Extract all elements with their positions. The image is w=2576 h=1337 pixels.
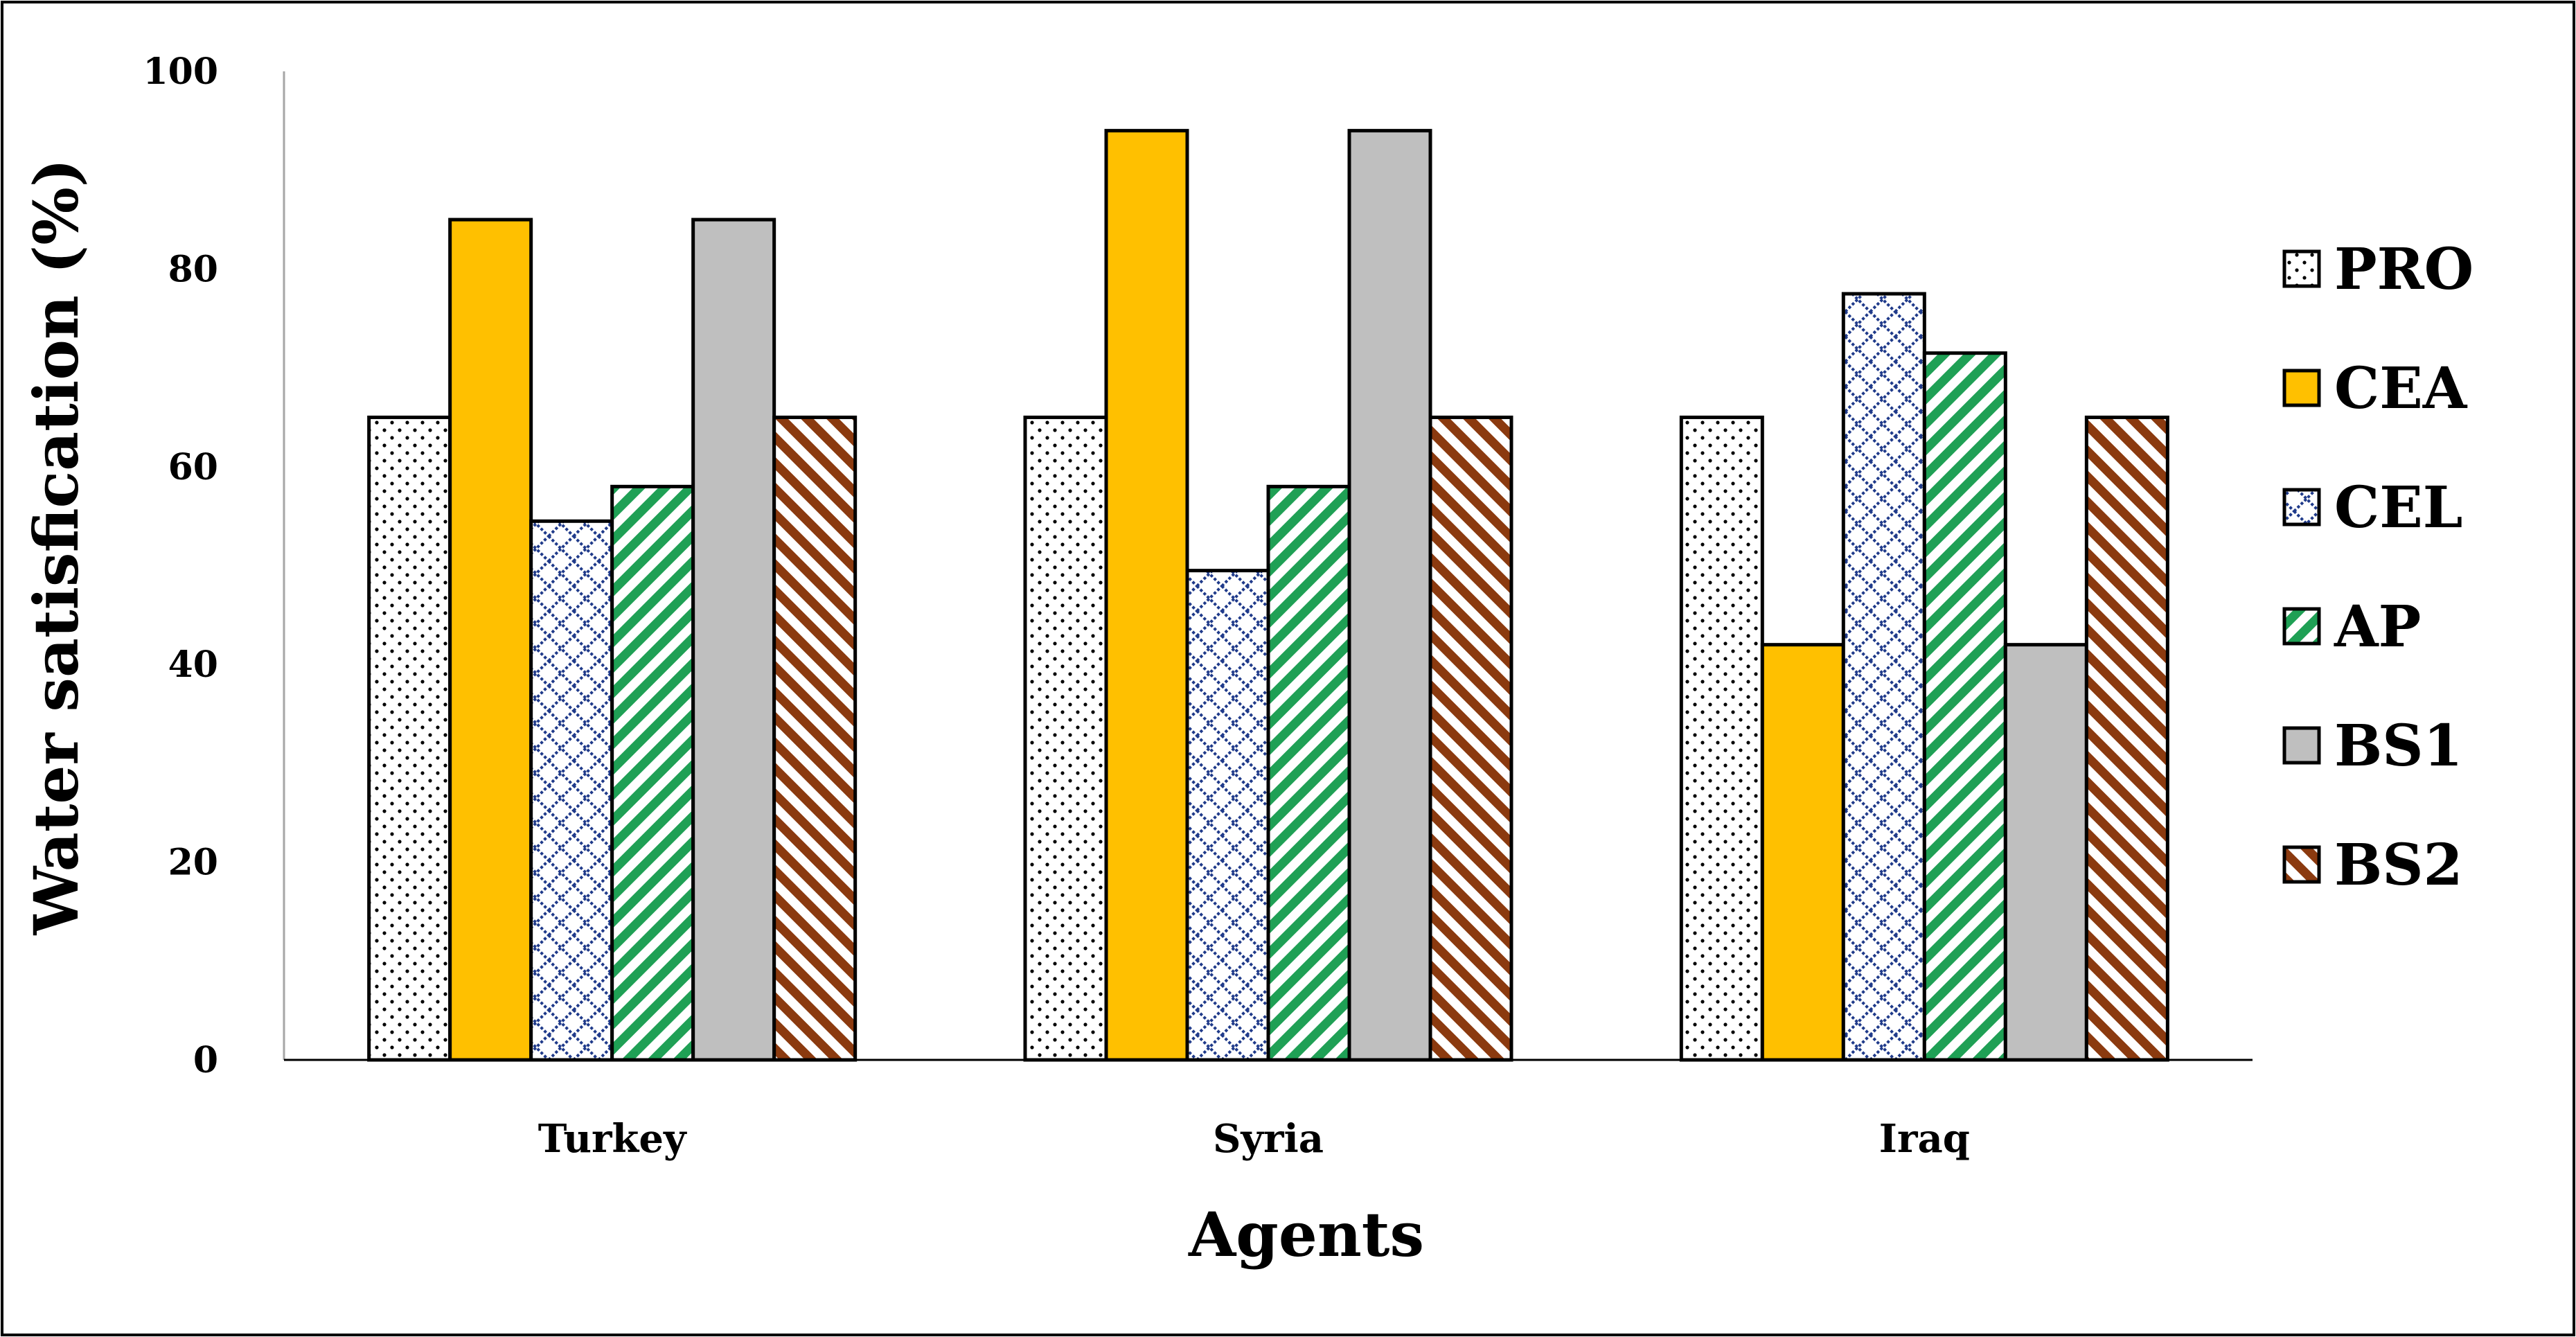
legend-swatch-pro [2282,249,2321,288]
legend-swatch-ap [2282,607,2321,646]
legend-label-ap: AP [2334,594,2421,660]
bar-cel-syria [1185,569,1270,1062]
bar-bs1-syria [1347,129,1432,1062]
x-tick-label: Syria [1213,1116,1324,1162]
bar-cea-syria [1104,129,1189,1062]
bar-pro-turkey [367,415,452,1062]
y-tick-label: 20 [168,842,218,884]
legend-swatch-bs1 [2282,726,2321,765]
y-tick-label: 80 [168,248,218,290]
bar-cel-iraq [1841,292,1926,1062]
plot-area: 0 20 40 60 80 100 Turkey Syria Iraq [143,51,2253,1162]
bar-ap-iraq [1922,351,2007,1062]
bar-cea-iraq [1760,643,1845,1062]
legend-label-pro: PRO [2334,236,2473,303]
y-tick-label: 40 [168,644,218,686]
y-tick-label: 100 [143,51,218,93]
bar-pro-syria [1023,415,1108,1062]
legend-label-cea: CEA [2334,355,2468,422]
bar-bs2-turkey [772,415,858,1062]
bar-pro-iraq [1679,415,1764,1062]
legend: PRO CEA CEL AP BS1 BS2 [2282,236,2473,898]
bar-bs1-iraq [2003,643,2088,1062]
y-axis-title: Water satisfication (%) [20,159,92,936]
bar-bs2-iraq [2084,415,2169,1062]
x-tick-label: Turkey [538,1116,687,1162]
bar-bs1-turkey [691,218,776,1062]
y-tick-label: 0 [193,1039,218,1081]
legend-swatch-cel [2282,488,2321,526]
legend-label-bs2: BS2 [2334,832,2463,898]
x-axis-title: Agents [1188,1198,1424,1270]
x-tick-label: Iraq [1879,1116,1970,1162]
bar-bs2-syria [1428,415,1513,1062]
legend-swatch-cea [2282,369,2321,407]
bar-cel-turkey [529,519,614,1062]
y-tick-label: 60 [168,446,218,488]
bar-cea-turkey [448,218,533,1062]
legend-swatch-bs2 [2282,845,2321,884]
legend-label-cel: CEL [2334,475,2462,541]
bar-ap-syria [1266,484,1351,1062]
legend-label-bs1: BS1 [2334,713,2463,779]
bar-ap-turkey [610,484,695,1062]
